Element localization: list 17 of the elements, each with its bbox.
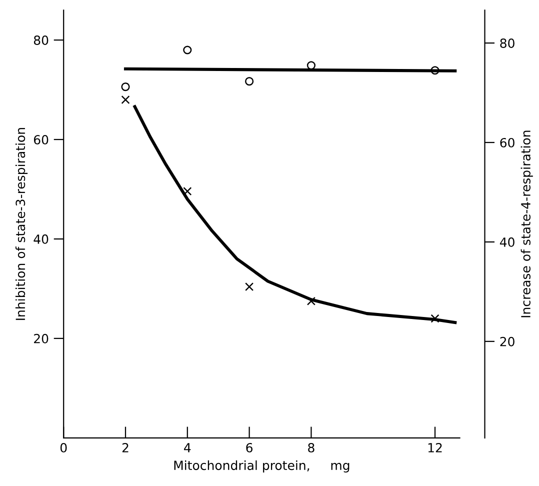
x-axis-title: Mitochondrial protein, mg (174, 460, 350, 472)
x-tick-label: 8 (308, 442, 314, 452)
x-tick-label: 0 (60, 442, 67, 452)
y2-tick-label: 40 (500, 237, 514, 247)
y2-tick-label: 80 (500, 38, 514, 48)
x-tick-label: 12 (428, 442, 442, 452)
y-tick-label: 40 (34, 234, 48, 244)
y2-tick-label: 20 (500, 336, 514, 346)
y-tick-label: 20 (34, 334, 48, 344)
y2-tick-label: 60 (500, 138, 514, 148)
y-axis-title: Inhibition of state-3-respiration (15, 128, 28, 320)
y-tick-label: 80 (34, 36, 48, 45)
x-tick-label: 6 (246, 442, 252, 452)
x-tick-label: 4 (184, 443, 191, 452)
x-tick-label: 2 (122, 442, 128, 452)
y-tick-label: 60 (34, 134, 48, 144)
y2-axis-title: Increase of state-4-respiration (520, 130, 533, 318)
